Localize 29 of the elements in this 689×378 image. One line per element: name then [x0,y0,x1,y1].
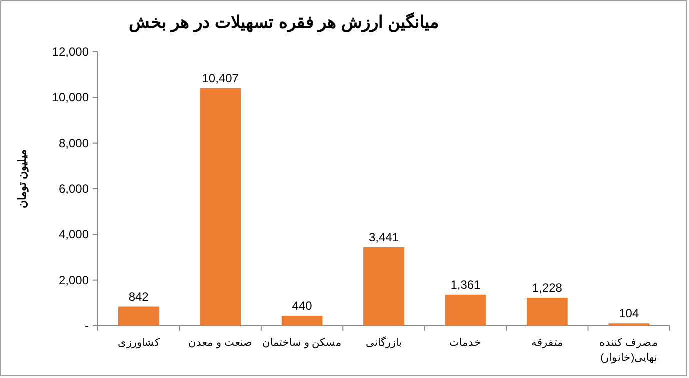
bar [364,247,404,326]
x-tick-label: مسکن و ساختمان [262,337,342,349]
y-tick-label: 10,000 [52,90,90,105]
bar [118,306,160,326]
y-tick-label: - [85,319,89,333]
data-label: 1,228 [532,280,563,295]
x-tick-label: صنعت و معدن [188,337,252,349]
bar [445,294,486,326]
bar [527,298,568,326]
y-tick-label: 8,000 [58,136,90,150]
x-tick-label: خدمات [450,337,482,349]
y-tick-label: 4,000 [58,228,90,242]
data-label: 10,407 [202,71,240,86]
y-tick-label: 2,000 [58,273,90,288]
y-tick-label: 12,000 [52,45,90,59]
x-tick-label: کشاورزی [118,337,161,349]
x-tick-label: متفرقه [531,337,564,349]
x-tick-label: مصرف کننده نهایی(خانوار) [600,337,659,364]
chart-title: میانگین ارزش هر فقره تسهیلات در هر بخش [128,12,440,33]
bar [282,316,323,326]
y-tick-label: 6,000 [58,182,90,196]
data-label: 842 [128,290,150,304]
data-label: 104 [619,306,640,321]
bar [200,88,241,326]
data-label: 1,361 [450,278,482,292]
x-tick-label: بازرگانی [366,336,402,349]
data-label: 440 [292,298,313,313]
data-label: 3,441 [368,230,400,244]
y-axis-title: میلیون تومان [17,149,29,209]
